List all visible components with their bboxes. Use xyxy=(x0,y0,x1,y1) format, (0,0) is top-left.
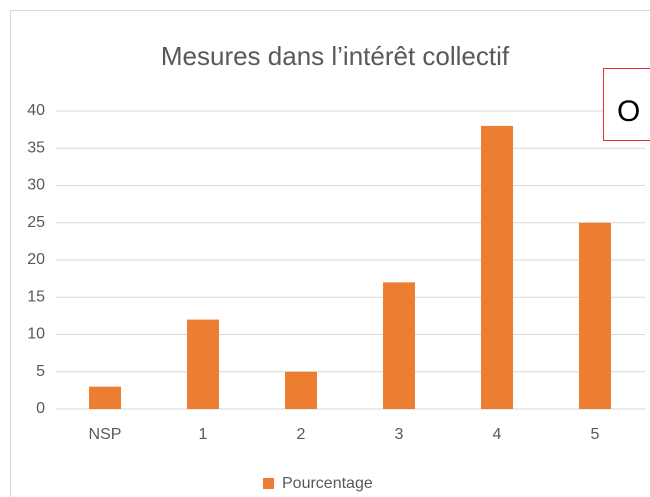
y-tick-label: 30 xyxy=(27,177,45,194)
legend-label: Pourcentage xyxy=(282,475,373,492)
x-tick-label: 1 xyxy=(199,426,208,443)
x-tick-label: 5 xyxy=(591,426,600,443)
bar xyxy=(285,371,317,409)
bar xyxy=(579,222,611,409)
x-tick-label: NSP xyxy=(89,426,122,443)
x-tick-label: 2 xyxy=(297,426,306,443)
y-tick-label: 25 xyxy=(27,214,45,231)
bar xyxy=(481,125,513,410)
y-tick-label: 5 xyxy=(36,363,45,380)
bar xyxy=(89,386,121,409)
bar xyxy=(383,282,415,409)
y-tick-label: 10 xyxy=(27,326,45,343)
annotation: O xyxy=(617,95,640,128)
annotation-box xyxy=(603,68,650,141)
y-tick-label: 20 xyxy=(27,251,45,268)
y-tick-label: 0 xyxy=(36,400,45,417)
bar xyxy=(187,319,219,409)
x-tick-label: 3 xyxy=(395,426,404,443)
legend-swatch xyxy=(263,478,274,489)
x-tick-label: 4 xyxy=(493,426,502,443)
y-tick-label: 35 xyxy=(27,139,45,156)
chart-frame xyxy=(10,10,650,497)
chart-title: Mesures dans l’intérêt collectif xyxy=(161,41,510,71)
y-tick-label: 15 xyxy=(27,288,45,305)
y-tick-label: 40 xyxy=(27,102,45,119)
